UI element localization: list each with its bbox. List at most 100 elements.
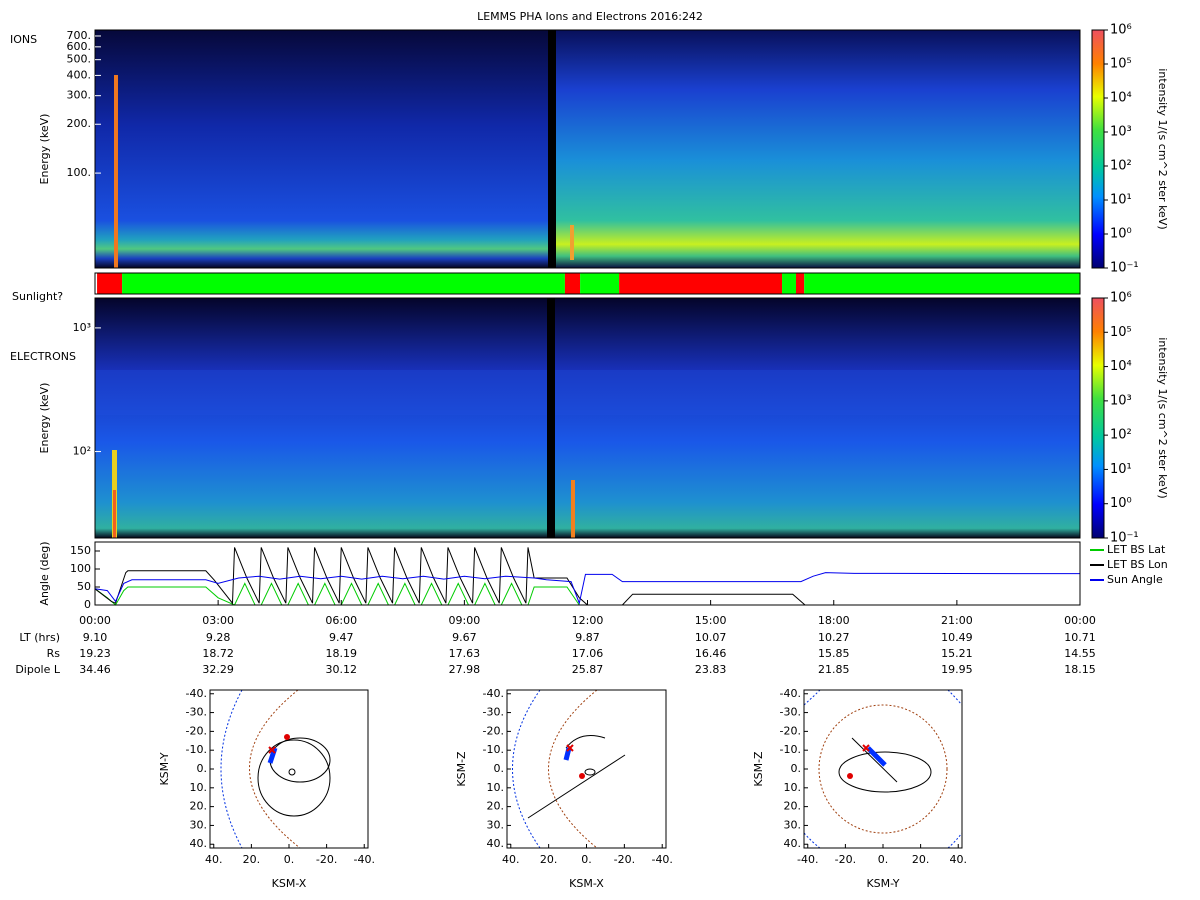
timeline-label: Sunlight? <box>12 290 63 303</box>
x-tick-label: 20. <box>912 853 930 866</box>
row-value: 32.29 <box>202 663 234 676</box>
y-tick-label: 0 <box>84 598 91 611</box>
figure-title: LEMMS PHA Ions and Electrons 2016:242 <box>477 10 703 23</box>
row-value: 10.71 <box>1064 631 1096 644</box>
colorbar-tick-label: 10⁵ <box>1110 57 1132 72</box>
sunlight-segment <box>804 273 1080 294</box>
x-tick-label: 40. <box>502 853 520 866</box>
y-tick-label: -20. <box>780 724 801 737</box>
y-tick-label: 20. <box>784 800 802 813</box>
row-value: 19.23 <box>79 647 111 660</box>
row-label: Dipole L <box>15 663 61 676</box>
x-tick-label: 40. <box>205 853 223 866</box>
colorbar-tick-label: 10² <box>1110 159 1132 174</box>
colorbar-tick-label: 10⁶ <box>1110 291 1132 306</box>
colorbar-tick-label: 10⁻¹ <box>1110 261 1139 276</box>
y-tick-label: 400. <box>67 68 92 81</box>
legend-label: Sun Angle <box>1107 573 1163 586</box>
row-label: LT (hrs) <box>19 631 60 644</box>
colorbar-tick-label: 10¹ <box>1110 193 1132 208</box>
x-tick-label: -20. <box>614 853 635 866</box>
row-value: 14.55 <box>1064 647 1096 660</box>
row-value: 23.83 <box>695 663 727 676</box>
row-value: 18.19 <box>326 647 358 660</box>
y-tick-label: 100 <box>70 562 91 575</box>
row-value: 9.28 <box>206 631 231 644</box>
y-tick-label: 10³ <box>73 321 91 334</box>
row-value: 19.95 <box>941 663 973 676</box>
angle-line <box>94 547 806 606</box>
row-value: 9.47 <box>329 631 354 644</box>
x-tick-label: -40. <box>354 853 375 866</box>
y-axis-label: KSM-Y <box>158 752 171 785</box>
y-axis-label: Energy (keV) <box>38 114 51 185</box>
x-tick-label: 18:00 <box>818 614 850 627</box>
y-tick-label: -20. <box>186 724 207 737</box>
colorbar-tick-label: 10⁵ <box>1110 325 1132 340</box>
row-value: 18.72 <box>202 647 234 660</box>
row-value: 16.46 <box>695 647 727 660</box>
x-tick-label: 12:00 <box>572 614 604 627</box>
row-value: 9.67 <box>452 631 477 644</box>
spectrogram-frame <box>94 29 1081 269</box>
y-tick-label: 30. <box>784 818 802 831</box>
y-tick-label: -30. <box>483 706 504 719</box>
x-tick-label: 15:00 <box>695 614 727 627</box>
y-tick-label: -40. <box>780 687 801 700</box>
y-tick-label: -20. <box>483 724 504 737</box>
y-axis-label: KSM-Z <box>752 751 765 787</box>
row-value: 27.98 <box>449 663 481 676</box>
y-tick-label: -10. <box>780 743 801 756</box>
y-tick-label: 100. <box>67 166 92 179</box>
sunlight-segment <box>122 273 565 294</box>
row-value: 21.85 <box>818 663 850 676</box>
y-tick-label: 10. <box>487 781 505 794</box>
y-tick-label: 0. <box>197 762 208 775</box>
colorbar-tick-label: 10⁴ <box>1110 359 1132 374</box>
orbit-frame <box>506 689 667 849</box>
y-tick-label: 0. <box>494 762 505 775</box>
y-tick-label: 10² <box>73 445 91 458</box>
colorbar <box>1091 297 1105 539</box>
colorbar-tick-label: 10⁻¹ <box>1110 531 1139 546</box>
y-tick-label: 50 <box>77 580 91 593</box>
y-tick-label: 20. <box>190 800 208 813</box>
electron-spectrogram-image <box>95 298 1080 538</box>
legend-label: LET BS Lat <box>1107 543 1166 556</box>
y-tick-label: 0. <box>791 762 802 775</box>
y-tick-label: -40. <box>483 687 504 700</box>
row-value: 15.85 <box>818 647 850 660</box>
x-tick-label: 00:00 <box>1064 614 1096 627</box>
colorbar-tick-label: 10⁰ <box>1110 227 1132 242</box>
colorbar-tick-label: 10⁴ <box>1110 91 1132 106</box>
orbit-xz-drawing <box>512 690 626 848</box>
colorbar-label: intensity 1/(s cm^2 ster keV) <box>1156 337 1169 498</box>
x-tick-label: -20. <box>316 853 337 866</box>
sunlight-segment <box>564 273 581 294</box>
y-tick-label: 700. <box>67 29 92 42</box>
angle-line <box>94 572 1081 605</box>
colorbar-tick-label: 10³ <box>1110 125 1132 140</box>
colorbar-tick-label: 10⁶ <box>1110 23 1132 38</box>
timeline-frame <box>94 272 1081 295</box>
orbit-frame <box>209 689 369 849</box>
y-tick-label: 10. <box>784 781 802 794</box>
y-tick-label: 500. <box>67 53 92 66</box>
sunlight-segment <box>795 273 805 294</box>
row-value: 10.07 <box>695 631 727 644</box>
colorbar-label: intensity 1/(s cm^2 ster keV) <box>1156 68 1169 229</box>
x-axis-label: KSM-X <box>272 877 307 890</box>
x-tick-label: 21:00 <box>941 614 973 627</box>
row-label: Rs <box>47 647 61 660</box>
y-tick-label: 30. <box>487 818 505 831</box>
y-tick-label: -10. <box>186 743 207 756</box>
x-axis-label: KSM-Y <box>866 877 899 890</box>
colorbar-tick-label: 10⁰ <box>1110 496 1132 511</box>
row-value: 15.21 <box>941 647 973 660</box>
panel-annotation: IONS <box>10 33 37 46</box>
row-value: 17.06 <box>572 647 604 660</box>
y-tick-label: 40. <box>190 837 208 850</box>
y-tick-label: 40. <box>487 837 505 850</box>
